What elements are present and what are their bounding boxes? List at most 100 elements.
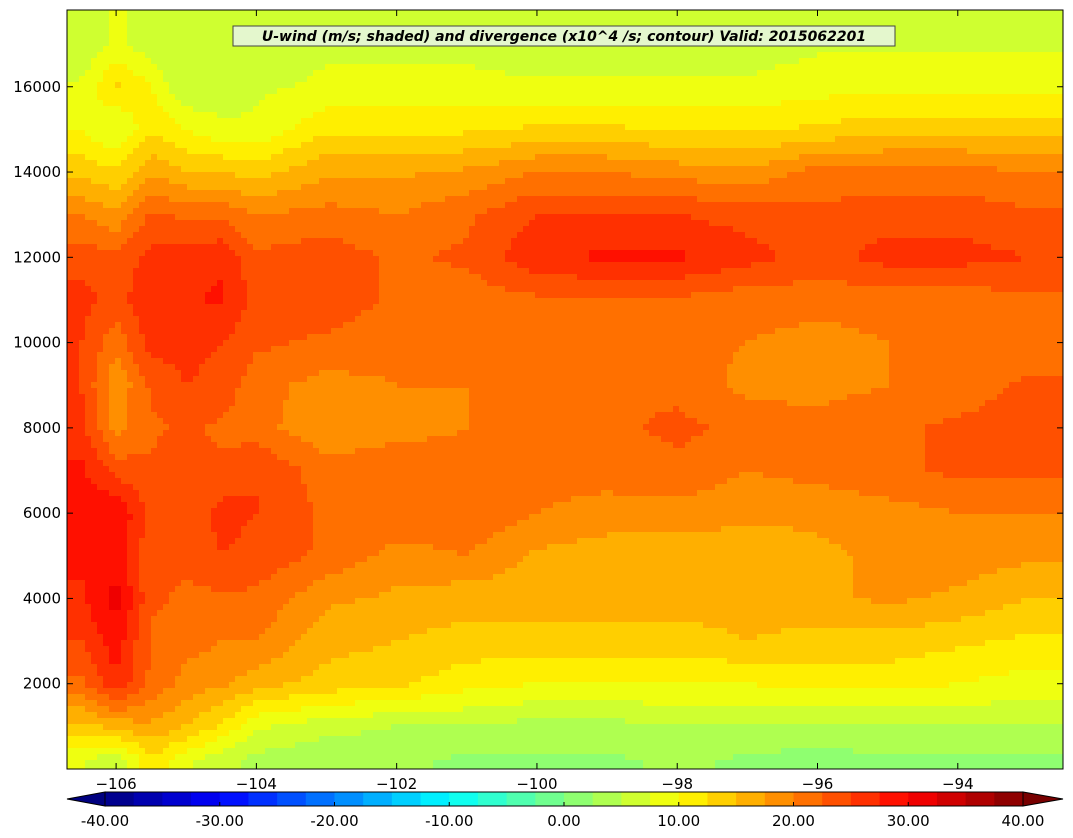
- field-cell: [445, 76, 452, 83]
- field-cell: [133, 22, 140, 29]
- field-cell: [619, 178, 626, 185]
- field-cell: [865, 22, 872, 29]
- field-cell: [835, 58, 842, 65]
- field-cell: [223, 172, 230, 179]
- field-cell: [253, 160, 260, 167]
- field-cell: [961, 172, 968, 179]
- field-cell: [91, 70, 98, 77]
- field-cell: [835, 118, 842, 125]
- field-cell: [547, 130, 554, 137]
- field-cell: [901, 184, 908, 191]
- field-cell: [547, 64, 554, 71]
- field-cell: [655, 142, 662, 149]
- field-cell: [481, 136, 488, 143]
- field-cell: [391, 46, 398, 53]
- field-cell: [163, 82, 170, 89]
- field-cell: [271, 88, 278, 95]
- field-cell: [379, 172, 386, 179]
- field-cell: [733, 76, 740, 83]
- field-cell: [337, 130, 344, 137]
- field-cell: [595, 64, 602, 71]
- field-cell: [829, 118, 836, 125]
- field-cell: [835, 106, 842, 113]
- field-cell: [643, 124, 650, 131]
- field-cell: [931, 172, 938, 179]
- field-cell: [367, 100, 374, 107]
- field-cell: [529, 112, 536, 119]
- field-cell: [865, 178, 872, 185]
- field-cell: [325, 64, 332, 71]
- field-cell: [67, 76, 74, 83]
- field-cell: [811, 10, 818, 17]
- field-cell: [919, 28, 926, 35]
- field-cell: [961, 76, 968, 83]
- field-cell: [307, 10, 314, 17]
- field-cell: [481, 154, 488, 161]
- field-cell: [67, 40, 74, 47]
- field-cell: [817, 64, 824, 71]
- field-cell: [139, 130, 146, 137]
- field-cell: [751, 88, 758, 95]
- field-cell: [745, 154, 752, 161]
- field-cell: [799, 148, 806, 155]
- field-cell: [997, 46, 1004, 53]
- field-cell: [739, 100, 746, 107]
- field-cell: [931, 148, 938, 155]
- field-cell: [211, 112, 218, 119]
- field-cell: [463, 184, 470, 191]
- field-cell: [757, 46, 764, 53]
- field-cell: [295, 16, 302, 23]
- field-cell: [967, 172, 974, 179]
- field-cell: [199, 148, 206, 155]
- field-cell: [565, 184, 572, 191]
- field-cell: [373, 10, 380, 17]
- field-cell: [781, 10, 788, 17]
- field-cell: [283, 76, 290, 83]
- field-cell: [103, 22, 110, 29]
- field-cell: [211, 88, 218, 95]
- field-cell: [655, 118, 662, 125]
- field-cell: [859, 130, 866, 137]
- field-cell: [985, 16, 992, 23]
- field-cell: [115, 28, 122, 35]
- field-cell: [781, 118, 788, 125]
- field-cell: [1015, 154, 1022, 161]
- field-cell: [247, 76, 254, 83]
- field-cell: [169, 172, 176, 179]
- field-cell: [739, 184, 746, 191]
- field-cell: [163, 94, 170, 101]
- field-cell: [577, 10, 584, 17]
- field-cell: [907, 142, 914, 149]
- field-cell: [745, 172, 752, 179]
- field-cell: [403, 130, 410, 137]
- field-cell: [421, 82, 428, 89]
- field-cell: [145, 136, 152, 143]
- field-cell: [511, 46, 518, 53]
- field-cell: [787, 172, 794, 179]
- field-cell: [949, 40, 956, 47]
- field-cell: [931, 70, 938, 77]
- field-cell: [613, 100, 620, 107]
- field-cell: [721, 76, 728, 83]
- field-cell: [883, 142, 890, 149]
- field-cell: [619, 166, 626, 173]
- field-cell: [919, 94, 926, 101]
- field-cell: [1039, 112, 1046, 119]
- field-cell: [115, 58, 122, 65]
- field-cell: [295, 118, 302, 125]
- field-cell: [541, 184, 548, 191]
- field-cell: [919, 154, 926, 161]
- field-cell: [319, 178, 326, 185]
- field-cell: [217, 94, 224, 101]
- field-cell: [259, 46, 266, 53]
- field-cell: [199, 76, 206, 83]
- field-cell: [703, 16, 710, 23]
- field-cell: [877, 118, 884, 125]
- field-cell: [421, 64, 428, 71]
- field-cell: [631, 136, 638, 143]
- field-cell: [619, 154, 626, 161]
- field-cell: [97, 64, 104, 71]
- field-cell: [967, 16, 974, 23]
- field-cell: [367, 64, 374, 71]
- field-cell: [211, 52, 218, 59]
